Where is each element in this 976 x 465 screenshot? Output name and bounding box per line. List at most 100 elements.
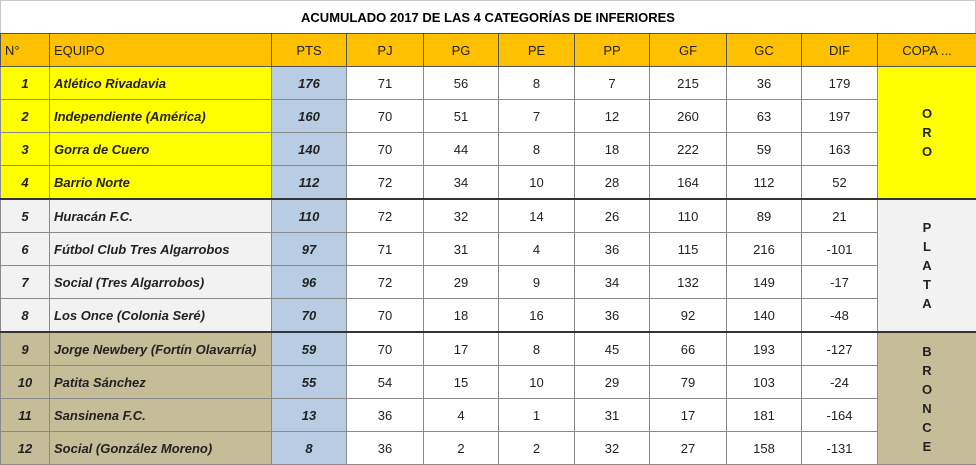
cell-pe: 14 bbox=[499, 199, 575, 233]
cell-pg: 17 bbox=[424, 332, 499, 366]
cell-pts: 8 bbox=[272, 432, 347, 465]
cell-pe: 8 bbox=[499, 67, 575, 100]
cell-dif: -24 bbox=[802, 366, 878, 399]
cell-dif: 52 bbox=[802, 166, 878, 200]
cell-team: Gorra de Cuero bbox=[50, 133, 272, 166]
cell-position: 10 bbox=[1, 366, 50, 399]
copa-letter: O bbox=[878, 380, 976, 399]
cell-pts: 97 bbox=[272, 233, 347, 266]
cell-pe: 4 bbox=[499, 233, 575, 266]
standings-table: N° EQUIPO PTS PJ PG PE PP GF GC DIF COPA… bbox=[0, 33, 976, 465]
cell-gf: 132 bbox=[650, 266, 727, 299]
header-gc[interactable]: GC bbox=[727, 34, 802, 67]
cell-pg: 29 bbox=[424, 266, 499, 299]
cell-gc: 181 bbox=[727, 399, 802, 432]
header-dif[interactable]: DIF bbox=[802, 34, 878, 67]
cell-team: Sansinena F.C. bbox=[50, 399, 272, 432]
cell-gf: 66 bbox=[650, 332, 727, 366]
cell-pe: 8 bbox=[499, 332, 575, 366]
cell-team: Los Once (Colonia Seré) bbox=[50, 299, 272, 333]
cell-gf: 27 bbox=[650, 432, 727, 465]
cell-pj: 70 bbox=[347, 133, 424, 166]
cell-pg: 31 bbox=[424, 233, 499, 266]
cell-pp: 36 bbox=[575, 299, 650, 333]
copa-letter: E bbox=[878, 437, 976, 456]
cell-pj: 36 bbox=[347, 432, 424, 465]
header-pg[interactable]: PG bbox=[424, 34, 499, 67]
cell-dif: 21 bbox=[802, 199, 878, 233]
cell-pts: 96 bbox=[272, 266, 347, 299]
cell-pg: 2 bbox=[424, 432, 499, 465]
cell-gc: 149 bbox=[727, 266, 802, 299]
header-pts[interactable]: PTS bbox=[272, 34, 347, 67]
cell-pp: 34 bbox=[575, 266, 650, 299]
header-gf[interactable]: GF bbox=[650, 34, 727, 67]
cell-gf: 215 bbox=[650, 67, 727, 100]
cell-pj: 70 bbox=[347, 332, 424, 366]
header-pj[interactable]: PJ bbox=[347, 34, 424, 67]
cell-pg: 18 bbox=[424, 299, 499, 333]
cell-pp: 36 bbox=[575, 233, 650, 266]
table-row: 7 Social (Tres Algarrobos) 96 72 29 9 34… bbox=[1, 266, 976, 299]
table-title: ACUMULADO 2017 DE LAS 4 CATEGORÍAS DE IN… bbox=[0, 0, 976, 33]
copa-letter: R bbox=[878, 361, 976, 380]
table-row: 12 Social (González Moreno) 8 36 2 2 32 … bbox=[1, 432, 976, 465]
cell-pj: 70 bbox=[347, 100, 424, 133]
copa-letter: P bbox=[878, 218, 976, 237]
header-equipo[interactable]: EQUIPO bbox=[50, 34, 272, 67]
cell-position: 12 bbox=[1, 432, 50, 465]
cell-team: Fútbol Club Tres Algarrobos bbox=[50, 233, 272, 266]
cell-gf: 110 bbox=[650, 199, 727, 233]
cell-pj: 71 bbox=[347, 233, 424, 266]
copa-letter: A bbox=[878, 294, 976, 313]
cell-team: Huracán F.C. bbox=[50, 199, 272, 233]
cell-team: Barrio Norte bbox=[50, 166, 272, 200]
header-row: N° EQUIPO PTS PJ PG PE PP GF GC DIF COPA… bbox=[1, 34, 976, 67]
copa-letter: O bbox=[878, 142, 976, 161]
copa-letter: B bbox=[878, 342, 976, 361]
cell-pj: 36 bbox=[347, 399, 424, 432]
header-copa[interactable]: COPA ... bbox=[878, 34, 976, 67]
cell-pg: 32 bbox=[424, 199, 499, 233]
cell-pp: 29 bbox=[575, 366, 650, 399]
header-num[interactable]: N° bbox=[1, 34, 50, 67]
cell-pg: 4 bbox=[424, 399, 499, 432]
table-row: 3 Gorra de Cuero 140 70 44 8 18 222 59 1… bbox=[1, 133, 976, 166]
cell-pe: 7 bbox=[499, 100, 575, 133]
cell-pts: 55 bbox=[272, 366, 347, 399]
cell-team: Social (González Moreno) bbox=[50, 432, 272, 465]
cell-pj: 72 bbox=[347, 266, 424, 299]
cell-pg: 56 bbox=[424, 67, 499, 100]
cell-position: 9 bbox=[1, 332, 50, 366]
cell-position: 3 bbox=[1, 133, 50, 166]
cell-pp: 12 bbox=[575, 100, 650, 133]
cell-pe: 8 bbox=[499, 133, 575, 166]
cell-pg: 15 bbox=[424, 366, 499, 399]
table-row: 10 Patita Sánchez 55 54 15 10 29 79 103 … bbox=[1, 366, 976, 399]
cell-gc: 89 bbox=[727, 199, 802, 233]
table-row: 6 Fútbol Club Tres Algarrobos 97 71 31 4… bbox=[1, 233, 976, 266]
cell-pts: 176 bbox=[272, 67, 347, 100]
cell-gf: 222 bbox=[650, 133, 727, 166]
cell-pe: 10 bbox=[499, 366, 575, 399]
cell-dif: -164 bbox=[802, 399, 878, 432]
cell-pg: 51 bbox=[424, 100, 499, 133]
cell-pe: 2 bbox=[499, 432, 575, 465]
cell-position: 5 bbox=[1, 199, 50, 233]
copa-letter: T bbox=[878, 275, 976, 294]
copa-plata: P L A T A bbox=[878, 199, 976, 332]
header-pe[interactable]: PE bbox=[499, 34, 575, 67]
cell-gc: 158 bbox=[727, 432, 802, 465]
cell-dif: -101 bbox=[802, 233, 878, 266]
cell-dif: 197 bbox=[802, 100, 878, 133]
copa-letter: O bbox=[878, 104, 976, 123]
table-row: 4 Barrio Norte 112 72 34 10 28 164 112 5… bbox=[1, 166, 976, 200]
cell-pe: 9 bbox=[499, 266, 575, 299]
header-pp[interactable]: PP bbox=[575, 34, 650, 67]
cell-position: 2 bbox=[1, 100, 50, 133]
cell-gc: 103 bbox=[727, 366, 802, 399]
cell-pts: 59 bbox=[272, 332, 347, 366]
cell-gc: 63 bbox=[727, 100, 802, 133]
cell-dif: -48 bbox=[802, 299, 878, 333]
